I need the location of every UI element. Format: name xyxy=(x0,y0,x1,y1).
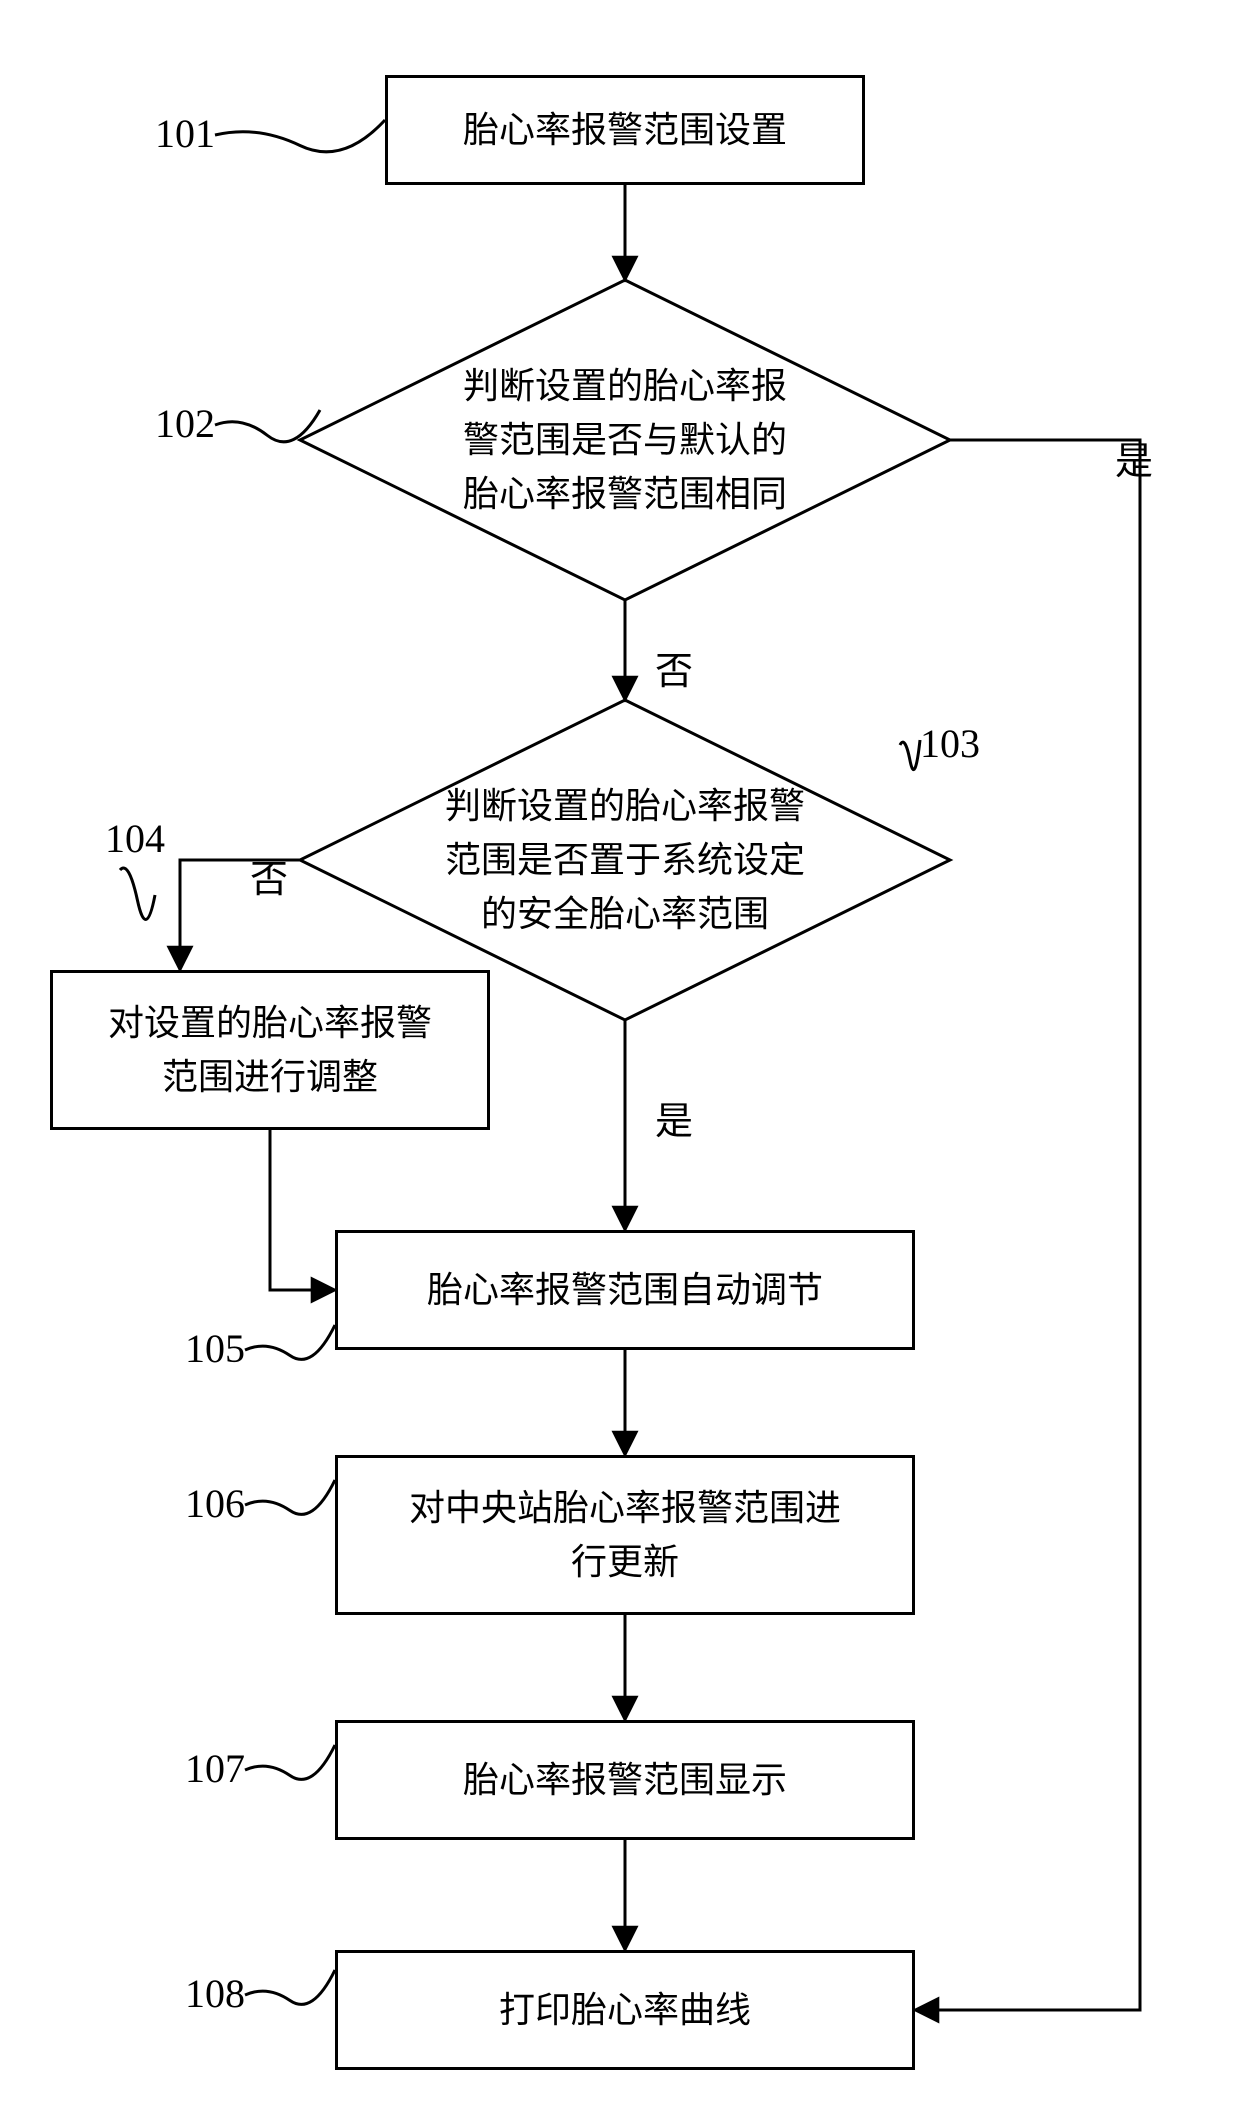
edge-label: 是 xyxy=(1115,430,1153,485)
edge-label: 否 xyxy=(655,640,693,695)
flow-node-text: 胎心率报警范围自动调节 xyxy=(427,1263,823,1317)
flow-node-text: 对设置的胎心率报警范围进行调整 xyxy=(108,996,432,1104)
flow-node-n104: 对设置的胎心率报警范围进行调整 xyxy=(50,970,490,1130)
flow-node-n106: 对中央站胎心率报警范围进行更新 xyxy=(335,1455,915,1615)
flow-node-n107: 胎心率报警范围显示 xyxy=(335,1720,915,1840)
step-label-103: 103 xyxy=(920,720,980,767)
flow-node-text: 判断设置的胎心率报警范围是否与默认的胎心率报警范围相同 xyxy=(300,280,950,600)
step-label-105: 105 xyxy=(185,1325,245,1372)
step-label-107: 107 xyxy=(185,1745,245,1792)
flow-node-n101: 胎心率报警范围设置 xyxy=(385,75,865,185)
flow-node-text: 胎心率报警范围显示 xyxy=(463,1753,787,1807)
flow-node-text: 胎心率报警范围设置 xyxy=(463,103,787,157)
flow-node-n108: 打印胎心率曲线 xyxy=(335,1950,915,2070)
edge-label: 是 xyxy=(655,1090,693,1145)
step-label-102: 102 xyxy=(155,400,215,447)
step-label-108: 108 xyxy=(185,1970,245,2017)
flow-node-n102: 判断设置的胎心率报警范围是否与默认的胎心率报警范围相同 xyxy=(300,280,950,600)
edge-label: 否 xyxy=(250,848,288,903)
flowchart-canvas: 胎心率报警范围设置判断设置的胎心率报警范围是否与默认的胎心率报警范围相同判断设置… xyxy=(0,0,1240,2128)
step-label-106: 106 xyxy=(185,1480,245,1527)
step-label-101: 101 xyxy=(155,110,215,157)
flow-node-text: 对中央站胎心率报警范围进行更新 xyxy=(409,1481,841,1589)
flow-node-text: 打印胎心率曲线 xyxy=(499,1983,751,2037)
flow-node-n105: 胎心率报警范围自动调节 xyxy=(335,1230,915,1350)
step-label-104: 104 xyxy=(105,815,165,862)
